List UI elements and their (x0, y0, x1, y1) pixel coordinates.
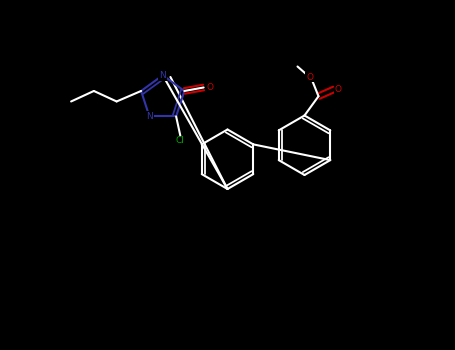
Text: O: O (306, 72, 313, 82)
Text: O: O (207, 83, 213, 92)
Text: N: N (146, 112, 153, 121)
Text: Cl: Cl (176, 136, 185, 145)
Text: O: O (335, 85, 342, 94)
Text: N: N (159, 71, 166, 80)
